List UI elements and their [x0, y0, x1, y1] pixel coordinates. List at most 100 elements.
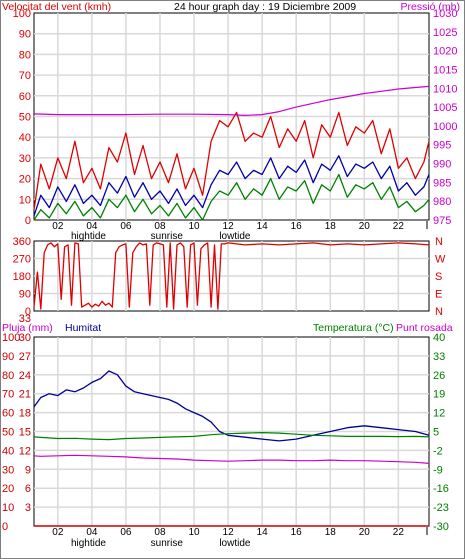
compass-tick-label: E: [435, 289, 442, 301]
tide-label: sunrise: [151, 538, 184, 549]
hour-label: 18: [325, 527, 337, 538]
wind-tick-label: 80: [19, 49, 31, 61]
hour-label: 20: [359, 527, 371, 538]
rain-axis-label: Pluja (mm): [2, 322, 53, 334]
wind-tick-label: 50: [19, 112, 31, 124]
direction-tick-label: 0: [25, 306, 31, 318]
hour-label: 08: [154, 221, 166, 232]
tide-label: hightide: [71, 231, 106, 242]
rain-tick-label: 20: [2, 483, 14, 495]
hour-label: 12: [223, 527, 235, 538]
pressure-tick-label: 995: [433, 140, 451, 152]
rain-humidity-temp-panel: 0 10 20 30 40 50 60 70 80 90 100 3 6 9 12 15 18 21 24 27 30 3…: [2, 313, 449, 533]
wind-pressure-series: [33, 85, 430, 221]
hour-label: 16: [291, 527, 303, 538]
wind-pressure-ticks: 0102030405060708090100975980985990995100…: [13, 8, 458, 227]
rain-tick-label: 40: [2, 445, 14, 457]
wind-direction-grid: [34, 241, 429, 311]
pressure-line: [33, 85, 430, 117]
rain-tick-label: 100: [2, 332, 20, 344]
rain-humidity-temp-series: [33, 370, 430, 527]
hour-label: 10: [188, 527, 200, 538]
humidity-tick-label: 21: [19, 389, 31, 401]
rain-humidity-temp-ticks: 0 10 20 30 40 50 60 70 80 90 100 3 6 9 12 15 18 21 24 27 30 3…: [2, 313, 449, 533]
humidity-tick-label: 30: [19, 332, 31, 344]
dewpoint-line: [33, 454, 430, 464]
rain-tick-label: 0: [2, 521, 8, 533]
wind-tick-label: 100: [13, 8, 31, 20]
hour-label: 14: [257, 527, 269, 538]
temperature-tick-label: 12: [433, 408, 445, 420]
pressure-tick-label: 1005: [433, 102, 457, 114]
humidity-tick-label: 9: [25, 464, 31, 476]
x-axis-labels-top: 02 04 06 08 10 12 14 16 18 20 22 hightide sunrise low…: [52, 221, 428, 242]
hour-label: 16: [291, 221, 303, 232]
humidity-tick-label: 6: [25, 483, 31, 495]
pressure-tick-label: 985: [433, 177, 451, 189]
temperature-axis-label: Temperatura (°C): [313, 322, 394, 334]
rain-humidity-temp-grid: [34, 337, 429, 526]
humidity-tick-label: 33: [19, 313, 31, 325]
rain-tick-label: 90: [2, 351, 14, 363]
humidity-tick-label: 3: [25, 502, 31, 514]
humidity-tick-label: 27: [19, 351, 31, 363]
wind-tick-label: 90: [19, 29, 31, 41]
wind-tick-label: 0: [25, 215, 31, 227]
temperature-tick-label: -23: [433, 502, 449, 514]
tide-label: hightide: [71, 538, 106, 549]
rain-tick-label: 50: [2, 427, 14, 439]
hour-label: 22: [393, 527, 405, 538]
compass-tick-label: W: [435, 254, 446, 266]
wind-tick-label: 60: [19, 91, 31, 103]
wind-tick-label: 20: [19, 174, 31, 186]
compass-tick-label: S: [435, 271, 442, 283]
wind-tick-label: 10: [19, 194, 31, 206]
wind-pressure-panel: 0102030405060708090100975980985990995100…: [13, 8, 458, 227]
hour-label: 08: [154, 527, 166, 538]
hour-label: 14: [257, 221, 269, 232]
hour-label: 22: [393, 221, 405, 232]
x-axis-labels-bottom: 02 04 06 08 10 12 14 16 18 20 22 hightide sunrise low…: [52, 527, 428, 549]
temperature-tick-label: 33: [433, 351, 445, 363]
hour-label: 04: [86, 527, 98, 538]
pressure-tick-label: 990: [433, 159, 451, 171]
humidity-tick-label: 12: [19, 445, 31, 457]
temperature-tick-label: 26: [433, 370, 445, 382]
wind-axis-label: Velocitat del vent (kmh): [2, 1, 111, 13]
humidity-line: [33, 370, 430, 442]
wind-direction-line: [33, 242, 430, 310]
pressure-tick-label: 1020: [433, 46, 457, 58]
pressure-tick-label: 1025: [433, 27, 457, 39]
rain-tick-label: 80: [2, 370, 14, 382]
dewpoint-axis-label: Punt rosada: [396, 322, 453, 334]
pressure-tick-label: 980: [433, 196, 451, 208]
hour-label: 06: [120, 527, 132, 538]
humidity-tick-label: 18: [19, 408, 31, 420]
humidity-tick-label: 24: [19, 370, 31, 382]
tide-label: sunrise: [151, 231, 184, 242]
pressure-tick-label: 1010: [433, 83, 457, 95]
tide-label: lowtide: [219, 538, 251, 549]
temperature-tick-label: 5: [433, 427, 439, 439]
wind-average-line: [33, 155, 430, 217]
direction-tick-label: 90: [19, 289, 31, 301]
direction-tick-label: 180: [13, 271, 31, 283]
compass-tick-label: N: [435, 306, 443, 318]
humidity-tick-label: 15: [19, 427, 31, 439]
temperature-tick-label: 40: [433, 332, 445, 344]
humidity-axis-label: Humitat: [65, 322, 101, 334]
rain-tick-label: 10: [2, 502, 14, 514]
wind-pressure-grid: [34, 13, 429, 220]
hour-label: 02: [52, 527, 64, 538]
direction-tick-label: 360: [13, 236, 31, 248]
rain-tick-label: 60: [2, 408, 14, 420]
wind-tick-label: 30: [19, 153, 31, 165]
temperature-tick-label: -16: [433, 483, 449, 495]
pressure-tick-label: 975: [433, 215, 451, 227]
hour-label: 02: [52, 221, 64, 232]
temperature-tick-label: -9: [433, 464, 443, 476]
hour-label: 18: [325, 221, 337, 232]
hour-label: 06: [120, 221, 132, 232]
